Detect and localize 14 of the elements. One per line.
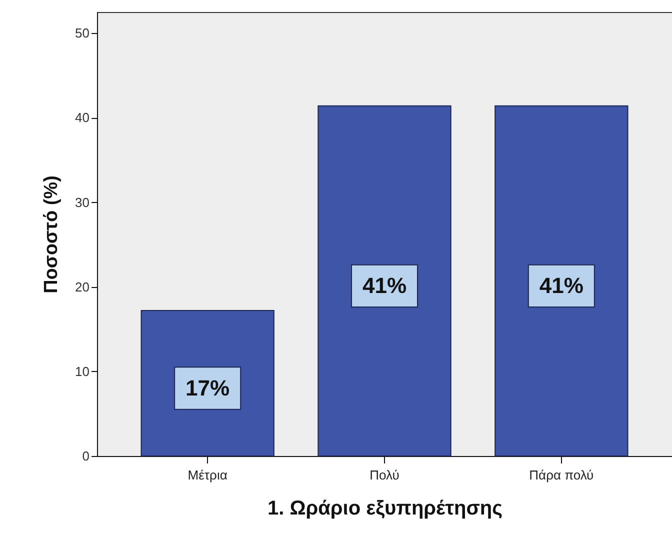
y-tick-label: 20 xyxy=(75,279,90,294)
data-label: 41% xyxy=(539,272,584,298)
data-label: 41% xyxy=(362,272,407,298)
y-axis-title: Ποσοστό (%) xyxy=(41,176,62,294)
data-label: 17% xyxy=(186,375,230,400)
x-tick-label: Μέτρια xyxy=(188,468,228,482)
x-tick-label: Πάρα πολύ xyxy=(529,468,594,482)
y-tick-label: 50 xyxy=(75,26,90,41)
x-tick-label: Πολύ xyxy=(370,468,400,482)
y-tick-label: 10 xyxy=(75,364,90,379)
y-tick-label: 30 xyxy=(75,194,90,210)
y-tick-label: 0 xyxy=(82,448,90,464)
y-tick-label: 40 xyxy=(75,110,90,126)
x-axis-title: 1. Ωράριο εξυπηρέτησης xyxy=(267,498,503,520)
